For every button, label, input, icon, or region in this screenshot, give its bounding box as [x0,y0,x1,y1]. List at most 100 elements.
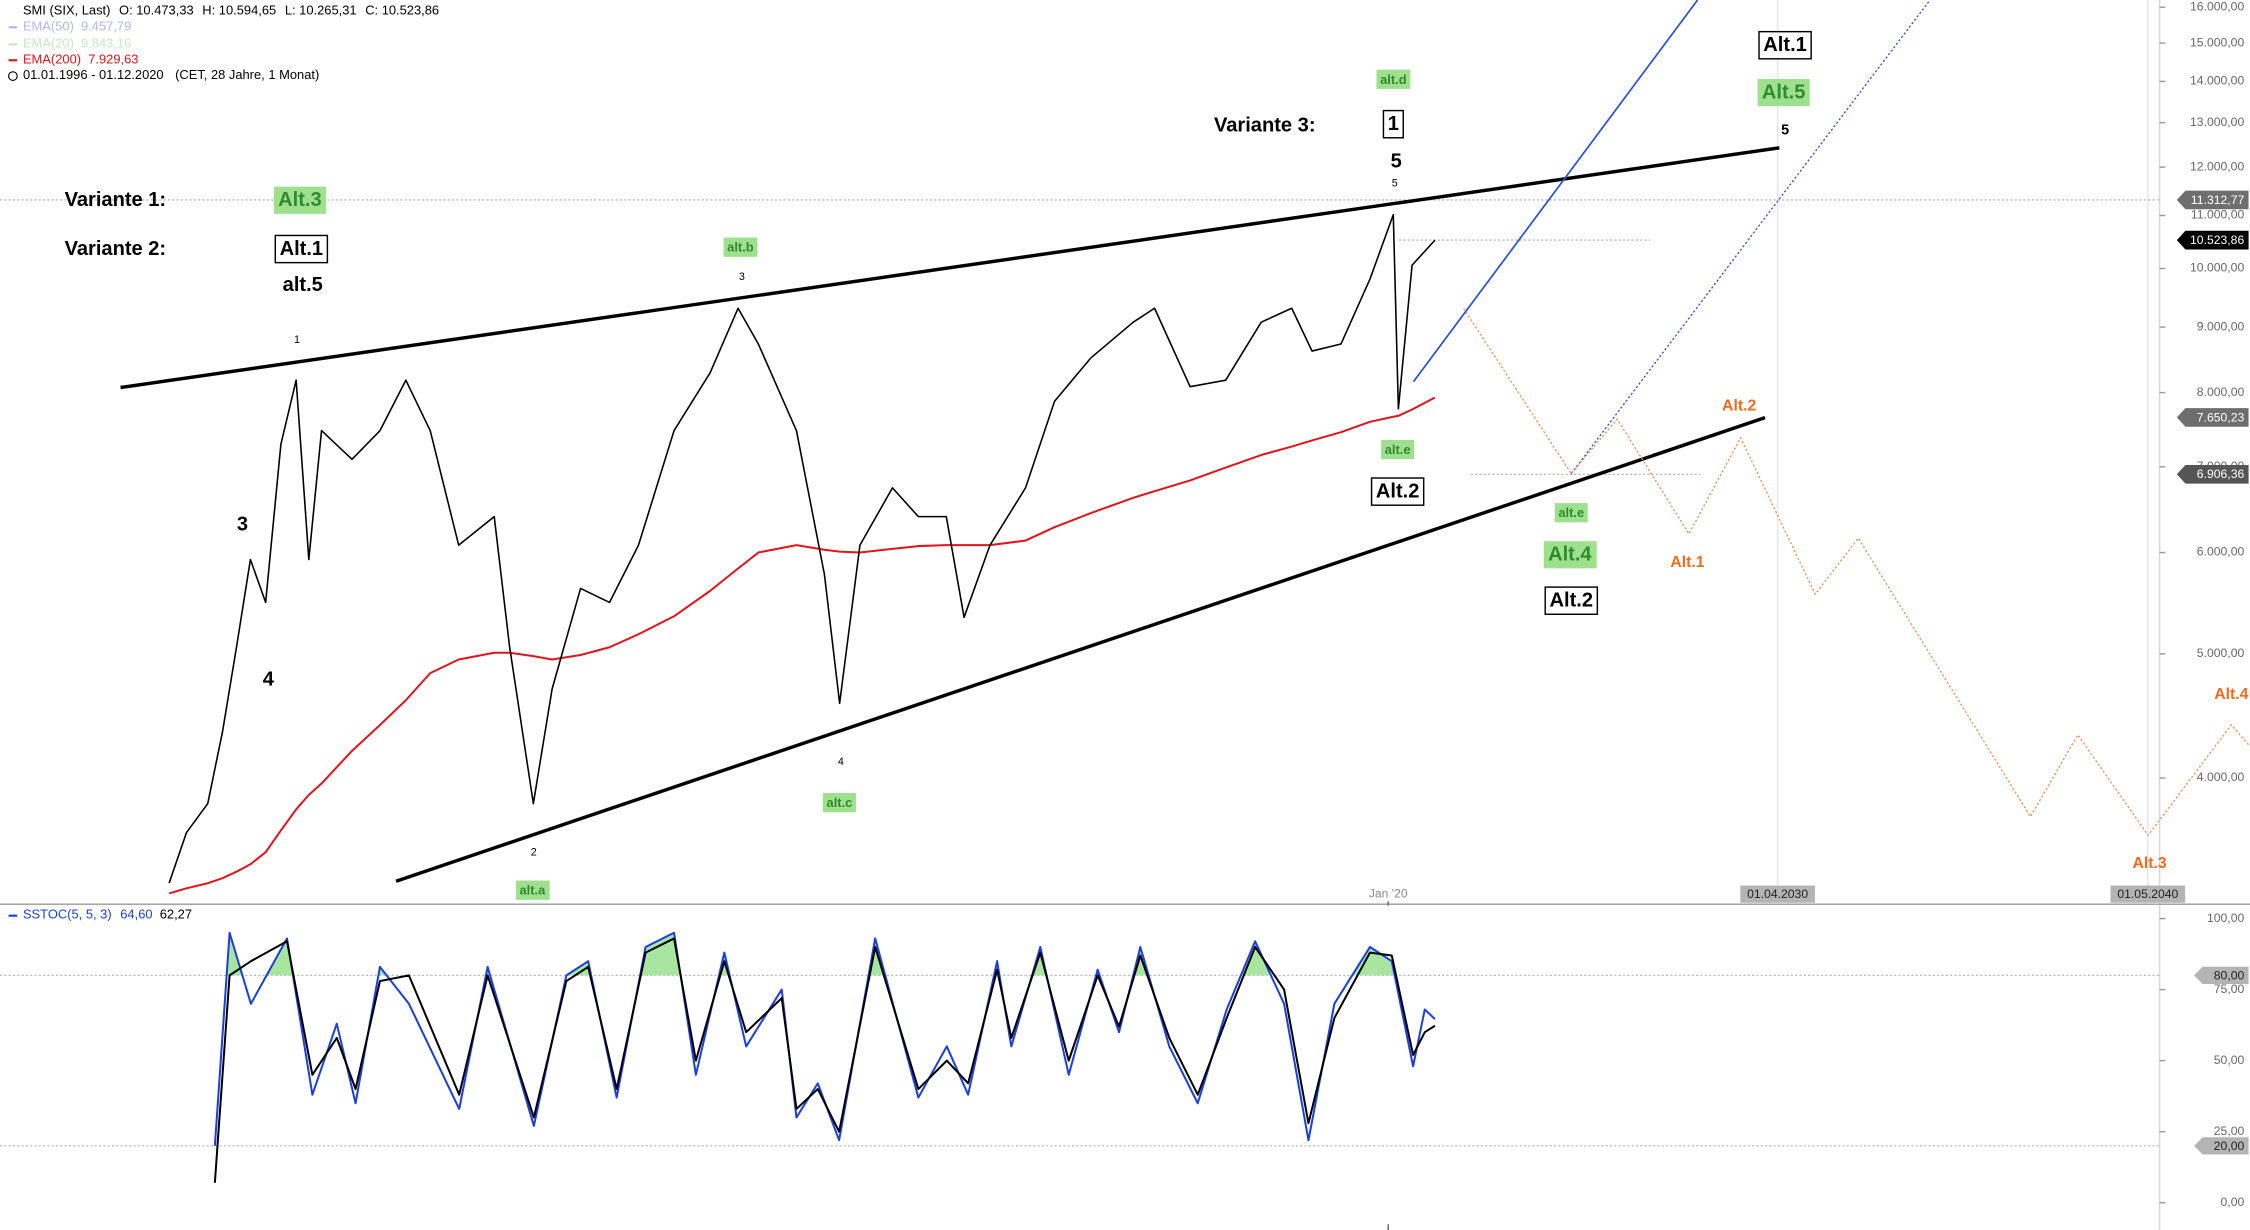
annotation: 5 [1391,150,1402,172]
level-badge-label: 80,00 [2214,968,2245,982]
annotation-box [273,186,326,214]
channel-line [1570,0,1931,475]
clock-icon [8,71,18,81]
annotation-box [1382,109,1404,139]
x-tick-badge [2110,885,2186,903]
data-layer [168,213,1436,1183]
annotation: 5 [1392,178,1398,190]
annotation: 3 [739,271,745,283]
y-tick-label: 10.000,00 [2190,261,2244,275]
y-tick-label: 15.000,00 [2190,35,2244,49]
legend-entry: EMA(20) 9.843,16 [23,36,131,51]
annotation-box [723,237,758,257]
annotation: 1 [1388,113,1399,135]
annotation-box [1757,79,1810,107]
annotation: 2 [531,846,537,858]
annotation-box [274,234,329,264]
annotation: Alt.2 [1722,397,1756,414]
series-value: 7.929,63 [88,52,138,67]
annotation-box [822,792,856,813]
legend-entry: EMA(200) 7.929,63 [23,52,139,67]
price-badge-label: 11.312,77 [2191,193,2245,207]
ema-line [168,396,1436,895]
annotation: Variante 3: [1214,115,1316,137]
y-tick-label: 16.000,00 [2190,0,2244,13]
annotation: alt.e [1385,442,1411,457]
y-tick-label: 4.000,00 [2197,770,2245,784]
annotation: alt.d [1380,72,1407,87]
level-badge [2194,966,2249,984]
legend: SMI (SIX, Last) O: 10.473,33 H: 10.594,65 L… [8,3,439,922]
drawings-layer [120,0,2250,883]
annotation-box [1381,439,1415,460]
indicator-name: SSTOC(5, 5, 3) [23,907,112,922]
y-tick-label: 5.000,00 [2197,646,2245,660]
stoch-legend: SSTOC(5, 5, 3) 64,60 62,27 [23,907,192,922]
price-badge [2176,190,2249,210]
trend-line [395,416,1766,883]
y-tick-label: 100,00 [2207,911,2244,925]
annotation: Alt.4 [1548,544,1592,566]
trend-line [120,146,1780,390]
annotation: alt.c [827,795,853,810]
y-tick-label: 75,00 [2214,982,2245,996]
annotation: alt.b [727,240,754,255]
annotation-box [1554,503,1588,523]
x-tick-badge [1740,885,1815,903]
annotation: Alt.2 [1376,481,1420,503]
ohlc: L: 10.265,31 [285,3,357,18]
annotation: alt.e [1558,505,1584,520]
annotation-box [1376,69,1411,89]
annotation: Alt.2 [1550,590,1594,612]
price-badge [2176,464,2249,484]
price-badge [2176,230,2249,250]
indicator-value: 9.457,79 [81,19,131,34]
annotation: 3 [237,514,248,536]
series-name: SMI (SIX, Last) [23,3,110,18]
ohlc: H: 10.594,65 [202,3,276,18]
annotation-box [515,880,550,900]
annotation: 4 [838,756,844,768]
y-tick-label: 50,00 [2214,1053,2245,1067]
price-badge [2176,408,2249,427]
annotation: 5 [1781,122,1789,138]
y-tick-label: 25,00 [2214,1124,2245,1138]
range: 01.01.1996 - 01.12.2020 [23,67,164,82]
price-badge-label: 7.650,23 [2197,410,2245,424]
indicator-value: 9.843,16 [81,36,131,51]
annotation: Alt.1 [280,238,324,260]
legend-main: SMI (SIX, Last) O: 10.473,33 H: 10.594,65 L… [23,3,439,18]
x-tick-label: 01.05.2040 [2117,887,2178,901]
x-tick-label: 01.04.2030 [1747,887,1808,901]
annotation-layer: Variante 1: Alt.3 Variante 2: Alt.1 alt.5 Var… [65,30,2249,900]
annotation: Alt.1 [1763,34,1807,56]
annotation: Variante 1: [65,189,167,211]
level-badge-label: 20,00 [2214,1139,2245,1153]
stoch-d-line [213,937,1436,1183]
annotation: Alt.3 [278,189,322,211]
annotation: 4 [263,669,275,691]
x-tick-label: Jan '20 [1369,886,1408,900]
price-badge-label: 6.906,36 [2197,467,2245,481]
grid-layer [0,0,2160,1147]
series-name: EMA(200) [23,52,81,67]
indicator-name: EMA(20) [23,36,74,51]
channel-line [1412,0,1699,383]
legend-range: 01.01.1996 - 01.12.2020 (CET, 28 Jahre, 1… [23,67,319,82]
annotation: Alt.5 [1762,82,1806,104]
annotation: alt.a [519,883,546,898]
ohlc: O: 10.473,33 [119,3,194,18]
annotation-box [1543,541,1597,569]
indicator-value: 64,60 [120,907,152,922]
price-line [168,213,1436,884]
ohlc: C: 10.523,86 [365,3,439,18]
y-tick-label: 12.000,00 [2190,159,2244,173]
y-tick-label: 13.000,00 [2190,115,2244,129]
price-badge-label: 10.523,86 [2190,233,2244,247]
legend-entry: EMA(50) 9.457,79 [23,19,131,34]
y-tick-label: 0,00 [2221,1195,2245,1209]
annotation-box [1758,30,1812,60]
